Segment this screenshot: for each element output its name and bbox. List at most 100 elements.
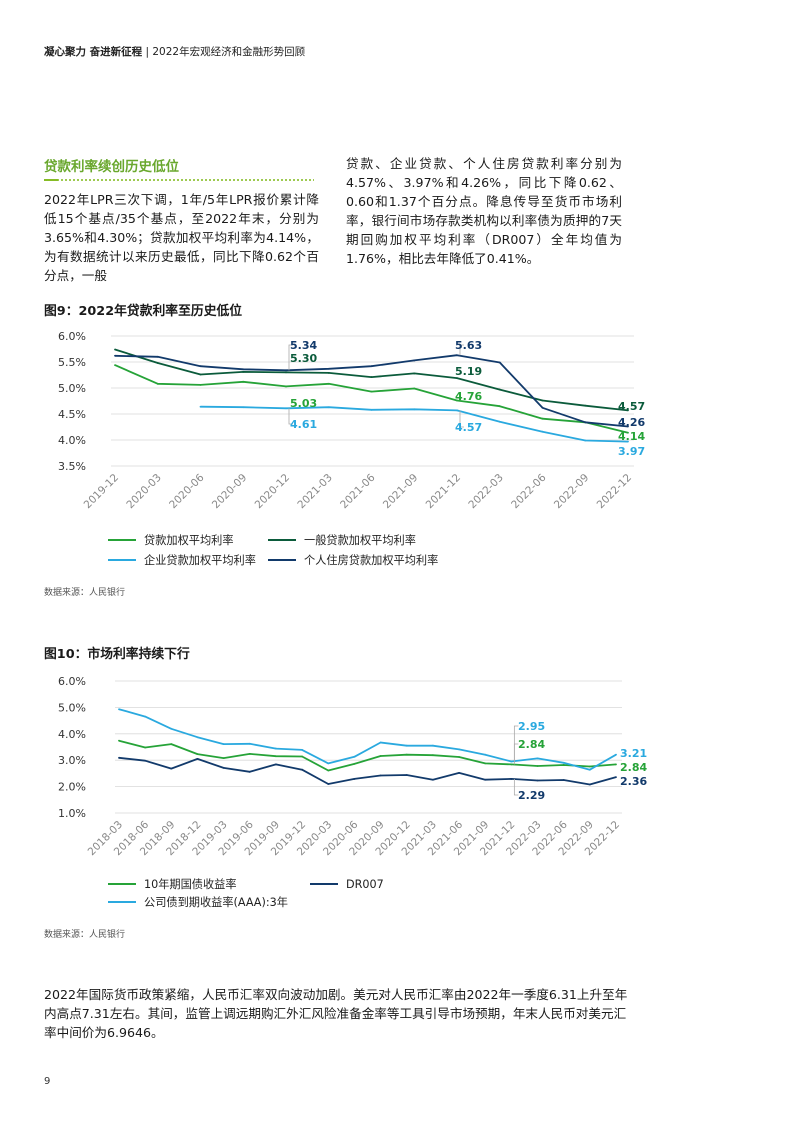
fig9-data-point xyxy=(199,405,202,408)
fig9-data-point xyxy=(285,407,287,410)
fig9-x-tick-label: 2020-12 xyxy=(253,472,293,512)
fig9-data-point xyxy=(456,377,458,380)
paragraph-left: 2022年LPR三次下调，1年/5年LPR报价累计降低15个基点/35个基点，至… xyxy=(44,192,319,283)
fig10-data-point xyxy=(510,763,513,766)
fig10-legend-label: 公司债到期收益率(AAA):3年 xyxy=(144,895,288,909)
fig9-data-point xyxy=(114,364,116,367)
fig9-data-point xyxy=(156,362,159,364)
fig10-data-point xyxy=(562,779,565,781)
fig9-data-label: 4.57 xyxy=(618,400,645,413)
fig9-data-point xyxy=(242,368,245,371)
fig9-data-label: 5.19 xyxy=(455,365,482,378)
fig9-x-tick-label: 2019-12 xyxy=(82,472,122,512)
fig9-data-point xyxy=(327,367,330,370)
fig10-data-point xyxy=(222,757,225,759)
fig9-data-point xyxy=(413,408,416,411)
fig9-data-label: 4.26 xyxy=(618,416,645,429)
fig9-data-point xyxy=(285,371,287,374)
fig10-data-point xyxy=(405,744,408,747)
fig10-annotation-leader xyxy=(513,743,519,765)
fig9-data-label: 4.57 xyxy=(455,421,482,434)
fig10-series-line-3 xyxy=(118,756,617,786)
fig10-annotation-leader xyxy=(513,778,519,796)
fig10-data-point xyxy=(484,762,487,765)
fig9-data-label: 5.34 xyxy=(290,339,317,352)
fig9-data-point xyxy=(584,404,587,407)
page-header: 凝心聚力 奋进新征程 | 2022年宏观经济和金融形势回顾 xyxy=(44,44,305,59)
fig9-data-point xyxy=(199,383,202,386)
fig10-data-point xyxy=(379,741,382,744)
fig9-y-tick-label: 4.0% xyxy=(58,434,86,447)
fig10-data-point xyxy=(458,771,460,774)
fig10-data-point xyxy=(510,760,513,763)
fig10-data-label: 2.84 xyxy=(620,761,647,774)
fig10-data-point xyxy=(588,768,591,771)
fig9-data-point xyxy=(541,406,544,409)
fig9-series-line-2 xyxy=(114,348,629,412)
fig10-data-point xyxy=(405,774,408,776)
fig10-data-point xyxy=(144,746,147,749)
fig10-y-tick-label: 1.0% xyxy=(58,807,86,820)
fig9-data-point xyxy=(584,421,587,424)
fig9-annotation-leader xyxy=(459,410,464,428)
fig10-data-point xyxy=(588,783,591,786)
fig9-data-point xyxy=(584,439,587,442)
fig9-data-point xyxy=(156,355,159,358)
fig9-data-point xyxy=(627,431,629,434)
fig10-data-label: 2.29 xyxy=(518,789,545,802)
fig10-data-point xyxy=(562,761,565,764)
fig10-data-point xyxy=(615,763,617,766)
fig9-data-point xyxy=(413,387,416,390)
fig9-data-point xyxy=(285,385,287,388)
paragraph-right: 贷款、企业贷款、个人住房贷款利率分别为4.57%、3.97%和4.26%，同比下… xyxy=(346,156,622,266)
fig9-data-point xyxy=(627,440,629,443)
fig10-data-point xyxy=(536,779,539,782)
fig10-y-tick-label: 5.0% xyxy=(58,701,86,714)
fig9-data-point xyxy=(413,359,416,362)
fig10-legend-label: 10年期国债收益率 xyxy=(144,877,237,891)
fig9-data-point xyxy=(242,370,245,373)
fig9-data-point xyxy=(370,408,373,411)
page-number: 9 xyxy=(44,1076,51,1087)
fig9-annotation-leader xyxy=(288,344,293,371)
fig10-data-point xyxy=(431,744,434,747)
fig9-data-point xyxy=(627,409,629,412)
fig10-data-point xyxy=(275,747,277,750)
fig10-data-point xyxy=(431,754,434,757)
fig9-data-point xyxy=(370,376,373,378)
fig9-y-tick-label: 4.5% xyxy=(58,408,86,421)
fig10-data-point xyxy=(248,770,251,773)
section-title: 贷款利率续创历史低位 xyxy=(44,159,179,175)
fig10-data-point xyxy=(118,756,120,759)
fig10-y-tick-label: 3.0% xyxy=(58,754,86,767)
fig9-data-point xyxy=(199,365,202,368)
fig9-data-point xyxy=(156,382,159,385)
fig10-series-line-2 xyxy=(118,708,617,771)
fig9-data-point xyxy=(370,390,373,393)
fig10-data-point xyxy=(484,753,487,756)
fig10-data-point xyxy=(275,755,277,758)
fig9-legend-label: 贷款加权平均利率 xyxy=(144,533,234,547)
fig9-data-point xyxy=(456,354,458,357)
fig9-data-label: 5.63 xyxy=(455,339,482,352)
fig9-data-point xyxy=(114,348,116,351)
header-rest: 2022年宏观经济和金融形势回顾 xyxy=(152,46,306,58)
fig10-legend-label: DR007 xyxy=(346,878,384,891)
fig9-x-tick-label: 2020-06 xyxy=(167,471,207,511)
fig9-legend-label: 一般贷款加权平均利率 xyxy=(304,533,416,547)
fig9-x-tick-label: 2021-03 xyxy=(295,472,335,512)
fig9-x-tick-label: 2020-03 xyxy=(124,472,164,512)
fig9-data-label: 4.76 xyxy=(455,390,482,403)
fig9-data-point xyxy=(456,399,458,402)
fig10-data-point xyxy=(144,715,147,718)
fig9-data-point xyxy=(541,399,544,402)
fig9-x-tick-label: 2021-09 xyxy=(381,472,421,512)
fig9-data-label: 5.30 xyxy=(290,352,317,365)
fig9-data-point xyxy=(498,388,501,391)
fig10-data-point xyxy=(144,759,147,762)
figure10-chart: 6.0%5.0%4.0%3.0%2.0%1.0%2018-032018-0620… xyxy=(58,675,647,909)
fig10-data-point xyxy=(196,757,199,760)
fig9-data-point xyxy=(114,354,116,357)
fig10-data-point xyxy=(379,755,382,757)
fig10-data-point xyxy=(536,765,539,767)
